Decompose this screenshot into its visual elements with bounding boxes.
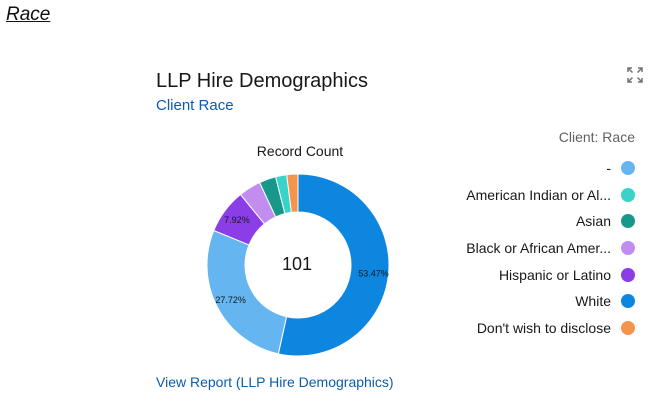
legend-label: White: [575, 293, 611, 310]
legend-item-asian[interactable]: Asian: [420, 208, 642, 234]
legend-swatch: [621, 267, 635, 282]
donut-slice[interactable]: [277, 173, 390, 357]
donut-slice[interactable]: [206, 229, 288, 355]
legend-item-black[interactable]: Black or African Amer...: [420, 235, 642, 261]
legend-label: American Indian or Al...: [466, 186, 611, 203]
card-subtitle[interactable]: Client Race: [156, 97, 234, 114]
expand-icon[interactable]: [626, 66, 644, 84]
legend-label: -: [606, 160, 611, 176]
legend-label: Hispanic or Latino: [498, 266, 611, 283]
legend-item-hispanic[interactable]: Hispanic or Latino: [420, 262, 642, 288]
chart-measure-label: Record Count: [256, 143, 344, 159]
legend-item-american-indian[interactable]: American Indian or Al...: [420, 182, 642, 208]
slice-data-label: 53.47%: [358, 268, 389, 278]
legend-swatch: [621, 187, 635, 202]
legend-item-white[interactable]: White: [420, 288, 642, 314]
legend-swatch: [621, 321, 635, 336]
legend-swatch: [621, 294, 635, 309]
legend-label: Black or African Amer...: [466, 240, 611, 257]
slice-data-label: 27.72%: [215, 295, 246, 305]
donut-center-total: 101: [281, 254, 313, 274]
legend-label: Asian: [575, 213, 611, 230]
view-report-link[interactable]: View Report (LLP Hire Demographics): [156, 374, 394, 390]
legend-swatch: [621, 241, 635, 256]
section-title: Race: [6, 4, 51, 25]
card-title: LLP Hire Demographics: [156, 70, 368, 92]
expand-icon-graphic: [627, 67, 643, 83]
legend-title: Client: Race: [558, 129, 635, 145]
slice-data-label: 7.92%: [224, 215, 250, 225]
legend-swatch: [621, 161, 635, 175]
donut-slice[interactable]: [286, 173, 299, 213]
legend-item-unspecified[interactable]: -: [420, 155, 642, 181]
legend-label: Don't wish to disclose: [476, 320, 611, 337]
legend: - American Indian or Al... Asian Black o…: [420, 155, 642, 342]
legend-swatch: [621, 214, 635, 229]
legend-item-no-disclose[interactable]: Don't wish to disclose: [420, 315, 642, 341]
